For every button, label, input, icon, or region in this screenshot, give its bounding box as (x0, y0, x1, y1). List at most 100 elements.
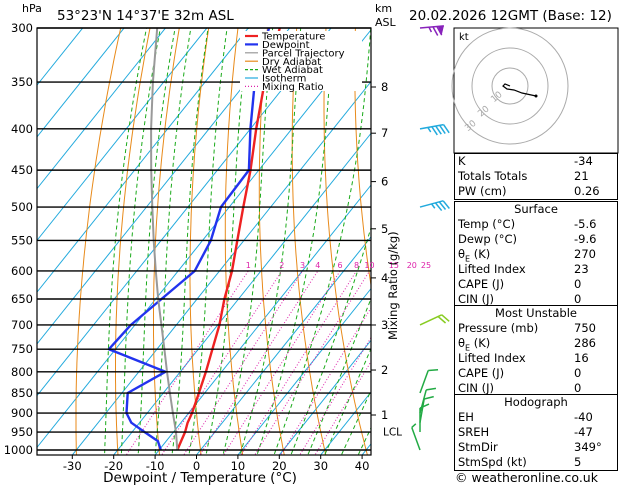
x-tick-label: 10 (231, 459, 246, 473)
pressure-tick-label: 900 (11, 406, 33, 420)
row-value: -9.6 (574, 232, 597, 246)
row-value: 0 (574, 277, 582, 291)
x-tick-label: -30 (63, 459, 82, 473)
x-axis-title: Dewpoint / Temperature (°C) (103, 470, 297, 486)
hodograph-trace (502, 83, 537, 97)
wet-adiabat-line (104, 28, 148, 455)
table-row: Pressure (mb) 750 (455, 321, 617, 336)
row-label: CAPE (J) (458, 366, 505, 380)
legend-label: Mixing Ratio (262, 82, 324, 93)
wet-adiabat-line (171, 28, 209, 455)
mixing-ratio-label: 25 (421, 261, 431, 270)
row-label: CAPE (J) (458, 277, 505, 291)
theta-symbol: θ (458, 247, 466, 261)
hodograph-unit-label: kt (459, 32, 469, 43)
x-tick-label: 40 (355, 459, 370, 473)
wet-adiabat-line (324, 347, 371, 455)
row-value: -47 (574, 425, 593, 439)
isotherm-line (37, 28, 208, 242)
table-row: Lifted Index 23 (455, 262, 617, 277)
dry-adiabat-line (115, 28, 151, 455)
wind-barb (419, 25, 444, 36)
row-label: StmSpd (kt) (458, 455, 527, 469)
row-value: -34 (574, 154, 593, 168)
legend-background (240, 31, 362, 91)
wet-adiabat-line (222, 28, 274, 455)
wet-adiabat-line (137, 28, 176, 455)
pressure-tick-label: 400 (11, 122, 33, 136)
wet-adiabat-line (188, 28, 228, 455)
pressure-tick-label: 500 (11, 200, 33, 214)
isotherm-line (237, 287, 371, 455)
isotherm-line (154, 184, 371, 455)
row-value: 270 (574, 247, 596, 261)
theta-subscript: E (465, 254, 471, 264)
isotherm-line (113, 132, 371, 455)
dry-adiabat-line (323, 28, 368, 455)
table-row: CAPE (J) 0 (455, 277, 617, 292)
row-label: Lifted Index (458, 351, 526, 365)
hodograph-end-marker (534, 94, 538, 98)
section-title: Hodograph (504, 395, 568, 409)
legend-label: Temperature (261, 32, 325, 43)
wind-barb (411, 423, 421, 451)
surface-table: Surface Temp (°C) -5.6 Dewp (°C) -9.6 θE (K) 2… (454, 201, 618, 308)
row-label: PW (cm) (458, 184, 507, 198)
lcl-label: LCL (383, 426, 402, 438)
row-value: -40 (574, 410, 593, 424)
x-tick-label: -20 (104, 459, 123, 473)
row-label: Totals Totals (458, 169, 528, 183)
theta-unit: (K) (470, 336, 491, 350)
row-label: CIN (J) (458, 292, 495, 306)
x-tick-label: 30 (313, 459, 328, 473)
row-label: Temp (°C) (458, 217, 516, 231)
wet-adiabat-line (154, 28, 192, 455)
theta-unit: (K) (470, 247, 491, 261)
mixing-ratio-line (299, 336, 371, 455)
pressure-tick-label: 700 (11, 318, 33, 332)
row-value: 349° (574, 440, 602, 454)
pressure-tick-label: 550 (11, 233, 33, 247)
table-row: Temp (°C) -5.6 (455, 217, 617, 232)
mixing-ratio-label: 2 (279, 261, 284, 270)
datetime-title: 20.02.2026 12GMT (Base: 12) (409, 8, 612, 24)
row-value: 16 (574, 351, 589, 365)
hpa-unit-label: hPa (22, 2, 42, 15)
hodograph-ring (471, 47, 549, 125)
mixing-ratio-label: 8 (354, 261, 359, 270)
indices-table: K -34 Totals Totals 21 PW (cm) 0.26 (454, 153, 618, 200)
mixing-ratio-label: 1 (246, 261, 251, 270)
row-value: 286 (574, 336, 596, 350)
table-row: Totals Totals 21 (455, 169, 617, 184)
wet-adiabat-line (273, 28, 371, 455)
wet-adiabat-line (340, 389, 371, 455)
km-unit-label: km (375, 2, 393, 15)
legend-label: Parcel Trajectory (262, 48, 345, 59)
row-value: 23 (574, 262, 589, 276)
wind-barb (419, 403, 430, 433)
asl-unit-label: ASL (375, 16, 396, 29)
legend-label: Isotherm (262, 74, 306, 85)
row-label: Lifted Index (458, 262, 526, 276)
mixing-ratio-line (183, 270, 304, 455)
mixing-ratio-line (254, 270, 370, 455)
wind-barb (419, 314, 450, 326)
wind-barb (419, 369, 439, 394)
section-title: Most Unstable (495, 306, 577, 320)
pressure-tick-label: 600 (11, 264, 33, 278)
wet-adiabat-line (120, 28, 161, 455)
table-row: CIN (J) 0 (455, 292, 617, 307)
theta-symbol: θ (458, 336, 466, 350)
dry-adiabat-line (258, 28, 285, 455)
row-label: K (458, 154, 466, 168)
mixing-ratio-label: 4 (315, 261, 320, 270)
dry-adiabat-line (189, 28, 210, 455)
legend-label: Wet Adiabat (262, 65, 323, 76)
row-value: 21 (574, 169, 589, 183)
row-label: θE (K) (458, 247, 574, 264)
row-value: 0 (574, 292, 582, 306)
table-row: Lifted Index 16 (455, 351, 617, 366)
location-title: 53°23'N 14°37'E 32m ASL (57, 8, 234, 24)
mixing-ratio-line (199, 270, 319, 455)
